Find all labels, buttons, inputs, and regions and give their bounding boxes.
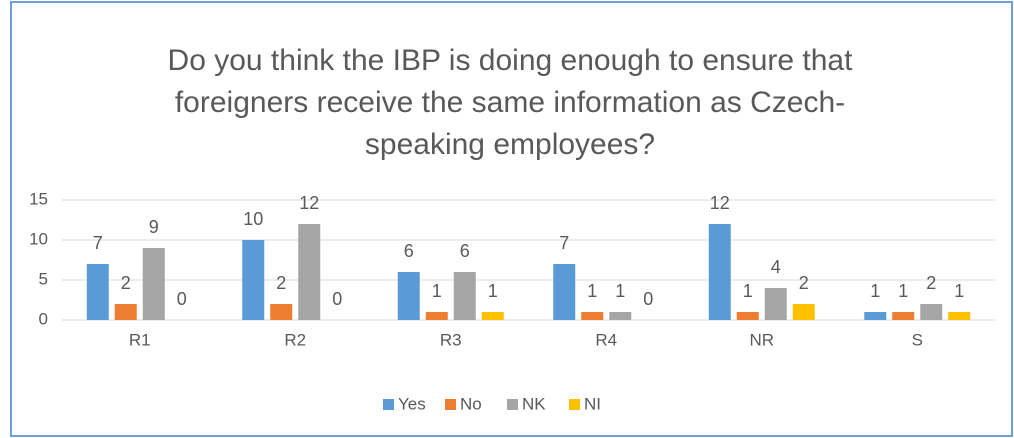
legend-swatch xyxy=(569,399,580,410)
legend-label: NI xyxy=(584,394,601,413)
bar xyxy=(142,248,165,320)
bar xyxy=(948,312,971,320)
data-label: 0 xyxy=(332,289,342,309)
bar xyxy=(920,304,943,320)
data-label: 2 xyxy=(276,273,286,293)
legend-swatch xyxy=(383,399,394,410)
data-label: 1 xyxy=(743,281,753,301)
data-label: 1 xyxy=(488,281,498,301)
legend-swatch xyxy=(445,399,456,410)
bar xyxy=(397,272,420,320)
legend-label: Yes xyxy=(398,394,426,413)
bar xyxy=(425,312,448,320)
data-label: 1 xyxy=(898,281,908,301)
y-tick-label: 10 xyxy=(29,229,48,248)
bar xyxy=(553,264,576,320)
bar xyxy=(708,224,731,320)
bar xyxy=(298,224,321,320)
data-label: 6 xyxy=(404,241,414,261)
data-label: 1 xyxy=(587,281,597,301)
data-label: 1 xyxy=(954,281,964,301)
data-label: 1 xyxy=(870,281,880,301)
bar xyxy=(242,240,265,320)
data-label: 1 xyxy=(615,281,625,301)
data-label: 2 xyxy=(799,273,809,293)
y-tick-label: 0 xyxy=(39,309,48,328)
data-label: 4 xyxy=(771,257,781,277)
data-label: 12 xyxy=(710,193,730,213)
legend-label: NK xyxy=(522,394,546,413)
chart-title: Do you think the IBP is doing enough to … xyxy=(167,44,853,161)
x-tick-label: R1 xyxy=(129,330,151,349)
data-label: 0 xyxy=(643,289,653,309)
bar xyxy=(270,304,293,320)
bar xyxy=(453,272,476,320)
bar xyxy=(581,312,604,320)
y-tick-label: 5 xyxy=(39,269,48,288)
data-label: 7 xyxy=(93,233,103,253)
bar xyxy=(892,312,915,320)
frame xyxy=(10,1,1013,437)
bar xyxy=(481,312,504,320)
data-label: 10 xyxy=(243,209,263,229)
data-label: 12 xyxy=(299,193,319,213)
legend-label: No xyxy=(460,394,482,413)
bar xyxy=(792,304,815,320)
bar xyxy=(736,312,759,320)
x-tick-label: R4 xyxy=(595,330,617,349)
bar xyxy=(114,304,137,320)
x-tick-label: R2 xyxy=(284,330,306,349)
data-label: 1 xyxy=(432,281,442,301)
bar xyxy=(864,312,887,320)
x-tick-label: S xyxy=(912,330,923,349)
x-tick-label: NR xyxy=(749,330,774,349)
data-label: 6 xyxy=(460,241,470,261)
data-label: 2 xyxy=(926,273,936,293)
data-label: 0 xyxy=(177,289,187,309)
bar xyxy=(86,264,109,320)
data-label: 2 xyxy=(121,273,131,293)
data-label: 9 xyxy=(149,217,159,237)
y-tick-label: 15 xyxy=(29,189,48,208)
x-tick-label: R3 xyxy=(440,330,462,349)
bar xyxy=(764,288,787,320)
bar xyxy=(609,312,632,320)
legend-swatch xyxy=(507,399,518,410)
data-label: 7 xyxy=(559,233,569,253)
